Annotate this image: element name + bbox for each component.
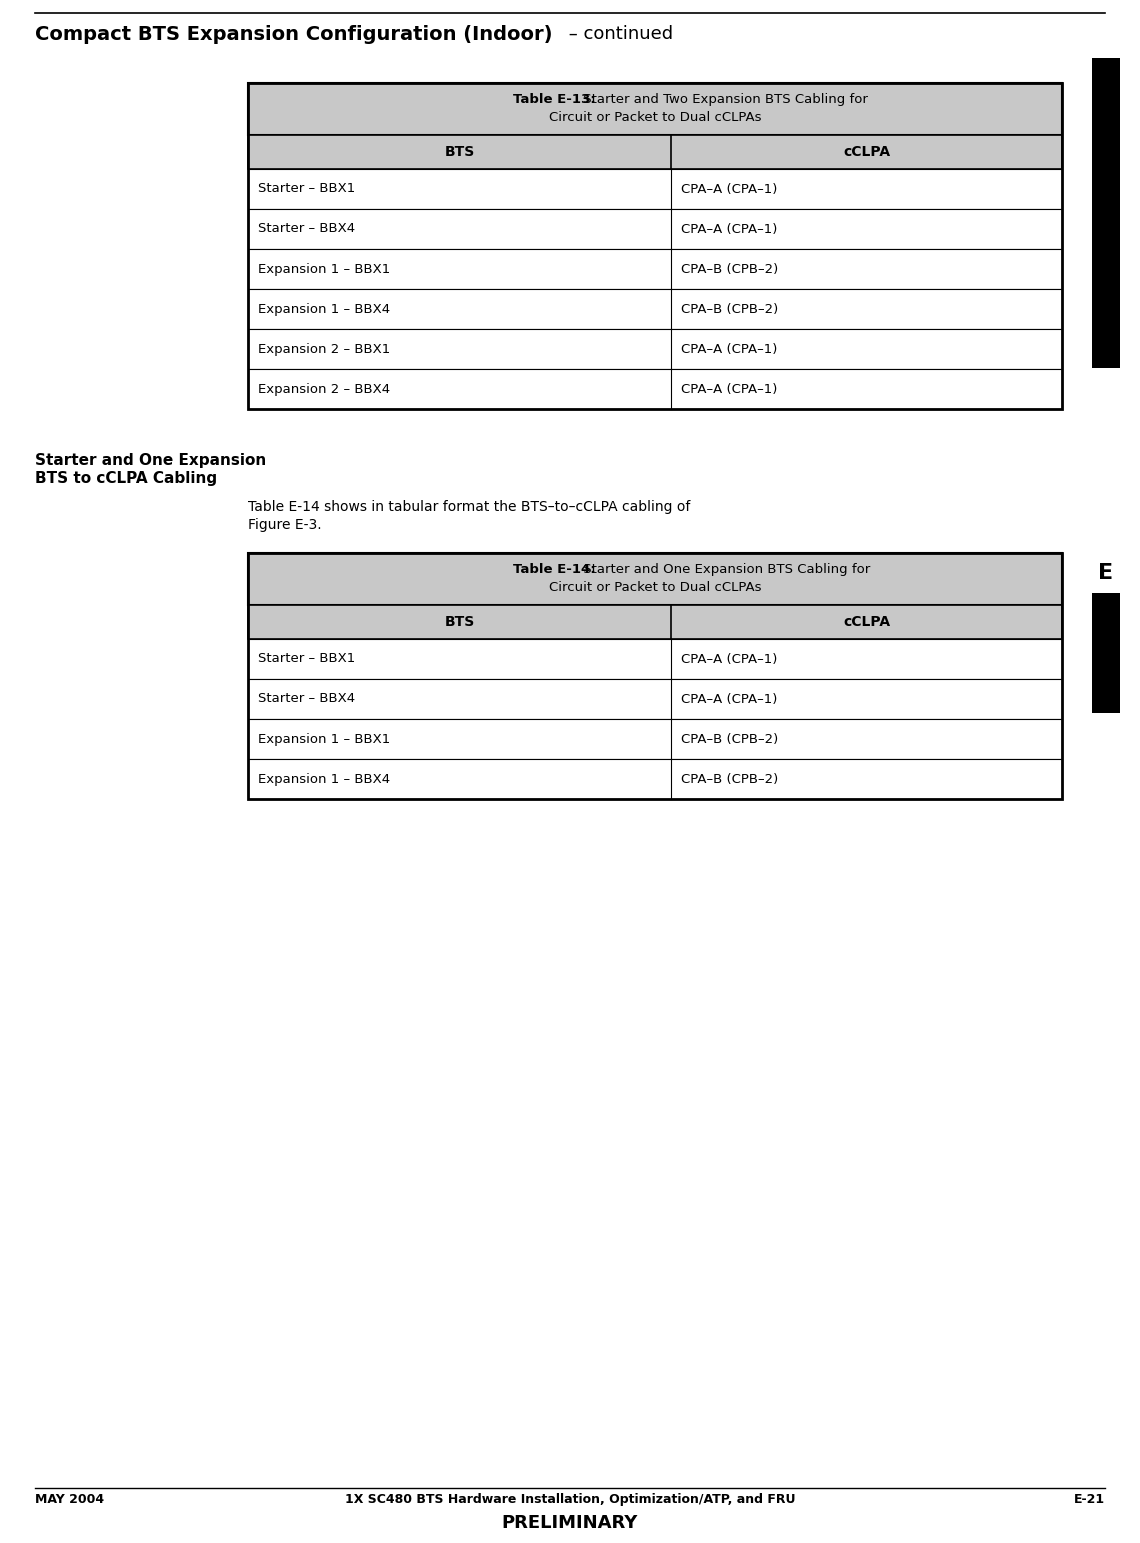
Bar [1092, 59, 1119, 367]
Text: BTS: BTS [445, 616, 474, 630]
Text: Expansion 1 – BBX1: Expansion 1 – BBX1 [258, 733, 390, 745]
Text: Circuit or Packet to Dual cCLPAs: Circuit or Packet to Dual cCLPAs [548, 582, 762, 594]
Text: E: E [1099, 563, 1114, 583]
Text: CPA–A (CPA–1): CPA–A (CPA–1) [682, 222, 777, 236]
Text: MAY 2004: MAY 2004 [35, 1494, 104, 1506]
Bar [249, 679, 1062, 719]
Text: BTS: BTS [445, 145, 474, 159]
Text: CPA–B (CPB–2): CPA–B (CPB–2) [682, 302, 779, 315]
Text: Starter – BBX1: Starter – BBX1 [258, 653, 356, 665]
Bar [249, 289, 1062, 329]
Bar [249, 552, 1062, 605]
Text: Expansion 1 – BBX1: Expansion 1 – BBX1 [258, 262, 390, 276]
Text: CPA–B (CPB–2): CPA–B (CPB–2) [682, 262, 779, 276]
Text: Expansion 2 – BBX4: Expansion 2 – BBX4 [258, 383, 390, 395]
Text: Expansion 1 – BBX4: Expansion 1 – BBX4 [258, 773, 390, 785]
Text: Starter – BBX4: Starter – BBX4 [258, 222, 356, 236]
Bar [249, 639, 1062, 679]
Bar [1092, 593, 1119, 713]
Text: CPA–A (CPA–1): CPA–A (CPA–1) [682, 653, 777, 665]
Text: CPA–B (CPB–2): CPA–B (CPB–2) [682, 773, 779, 785]
Text: Starter – BBX1: Starter – BBX1 [258, 182, 356, 196]
Bar [249, 329, 1062, 369]
Text: Circuit or Packet to Dual cCLPAs: Circuit or Packet to Dual cCLPAs [548, 111, 762, 123]
Text: CPA–A (CPA–1): CPA–A (CPA–1) [682, 182, 777, 196]
Bar [249, 248, 1062, 289]
Text: CPA–A (CPA–1): CPA–A (CPA–1) [682, 343, 777, 355]
Text: BTS to cCLPA Cabling: BTS to cCLPA Cabling [35, 471, 217, 486]
Text: 1X SC480 BTS Hardware Installation, Optimization/ATP, and FRU: 1X SC480 BTS Hardware Installation, Opti… [344, 1494, 796, 1506]
Text: Expansion 1 – BBX4: Expansion 1 – BBX4 [258, 302, 390, 315]
Text: cCLPA: cCLPA [844, 616, 890, 630]
Bar [249, 605, 1062, 639]
Text: Starter and Two Expansion BTS Cabling for: Starter and Two Expansion BTS Cabling fo… [579, 93, 868, 106]
Text: Starter and One Expansion BTS Cabling for: Starter and One Expansion BTS Cabling fo… [579, 563, 870, 576]
Text: Starter and One Expansion: Starter and One Expansion [35, 454, 267, 468]
Bar [249, 208, 1062, 248]
Bar [249, 83, 1062, 409]
Text: Expansion 2 – BBX1: Expansion 2 – BBX1 [258, 343, 390, 355]
Text: CPA–B (CPB–2): CPA–B (CPB–2) [682, 733, 779, 745]
Text: cCLPA: cCLPA [844, 145, 890, 159]
Bar [249, 719, 1062, 759]
Bar [249, 134, 1062, 170]
Bar [249, 83, 1062, 134]
Bar [249, 759, 1062, 799]
Text: Compact BTS Expansion Configuration (Indoor): Compact BTS Expansion Configuration (Ind… [35, 25, 553, 45]
Text: – continued: – continued [563, 25, 673, 43]
Text: Table E-13:: Table E-13: [513, 93, 595, 106]
Bar [249, 552, 1062, 799]
Text: E-21: E-21 [1074, 1494, 1105, 1506]
Bar [249, 369, 1062, 409]
Text: PRELIMINARY: PRELIMINARY [502, 1514, 638, 1532]
Text: CPA–A (CPA–1): CPA–A (CPA–1) [682, 693, 777, 705]
Text: CPA–A (CPA–1): CPA–A (CPA–1) [682, 383, 777, 395]
Text: Table E-14 shows in tabular format the BTS–to–cCLPA cabling of: Table E-14 shows in tabular format the B… [249, 500, 691, 514]
Bar [249, 170, 1062, 208]
Text: Figure E-3.: Figure E-3. [249, 518, 321, 532]
Text: Table E-14:: Table E-14: [513, 563, 595, 576]
Text: Starter – BBX4: Starter – BBX4 [258, 693, 356, 705]
